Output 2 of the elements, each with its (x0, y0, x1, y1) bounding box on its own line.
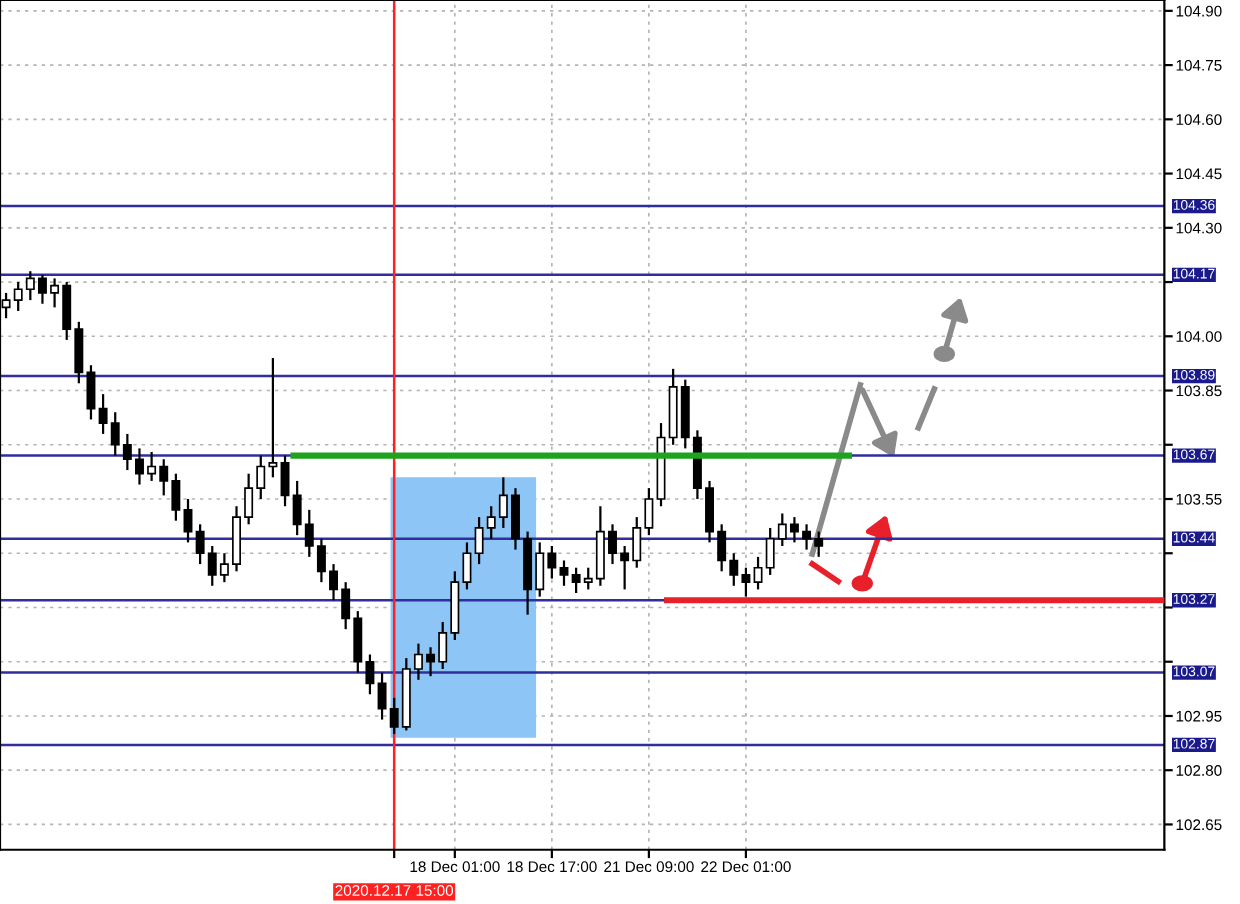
candlestick (280, 454, 290, 508)
candlestick (559, 559, 569, 587)
